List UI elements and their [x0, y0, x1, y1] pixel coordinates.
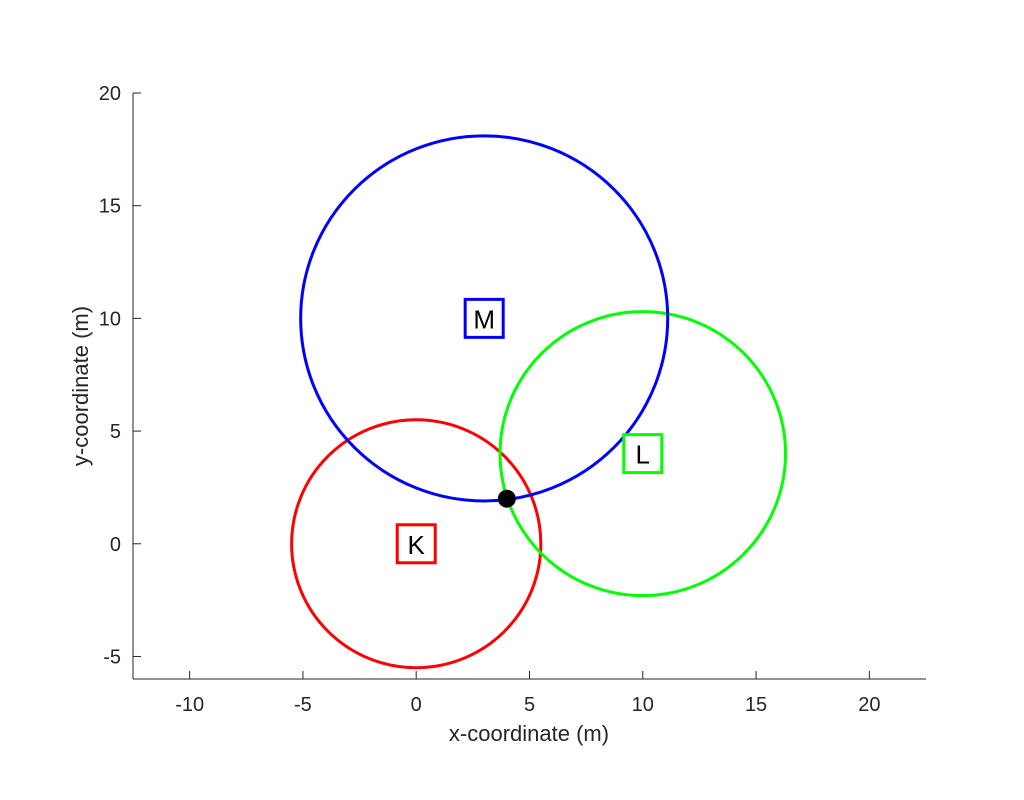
- ticks: -10 -5 0 5 10 15 20 -5 0 5 10 15 20: [99, 83, 881, 716]
- y-tick-label: -5: [103, 646, 121, 668]
- target-point: [497, 489, 516, 508]
- anchor-marker-m: [463, 297, 505, 339]
- y-tick-label: 15: [99, 196, 121, 218]
- anchor-marker-l: [622, 433, 664, 475]
- y-tick-label: 0: [110, 534, 121, 556]
- plot-area: K L M: [290, 134, 788, 670]
- y-tick-label: 20: [99, 83, 121, 105]
- anchor-marker-k: [395, 523, 437, 565]
- x-tick-label: 15: [745, 694, 767, 716]
- x-tick-label: -10: [175, 694, 204, 716]
- y-tick-label: 10: [99, 308, 121, 330]
- x-tick-label: 20: [858, 694, 880, 716]
- x-tick-label: -5: [294, 694, 312, 716]
- y-tick-label: 5: [110, 421, 121, 443]
- anchor-label-l: L: [636, 440, 650, 470]
- anchor-label-m: M: [473, 304, 495, 334]
- x-tick-label: 0: [411, 694, 422, 716]
- range-circle-k: [290, 418, 543, 670]
- range-circle-l: [498, 310, 788, 598]
- x-tick-label: 10: [632, 694, 654, 716]
- x-tick-label: 5: [524, 694, 535, 716]
- range-circle-m: [299, 134, 670, 503]
- x-axis-label: x-coordinate (m): [449, 721, 609, 746]
- axes: [132, 93, 926, 680]
- anchor-label-k: K: [408, 530, 426, 560]
- y-axis-label: y-coordinate (m): [68, 306, 93, 466]
